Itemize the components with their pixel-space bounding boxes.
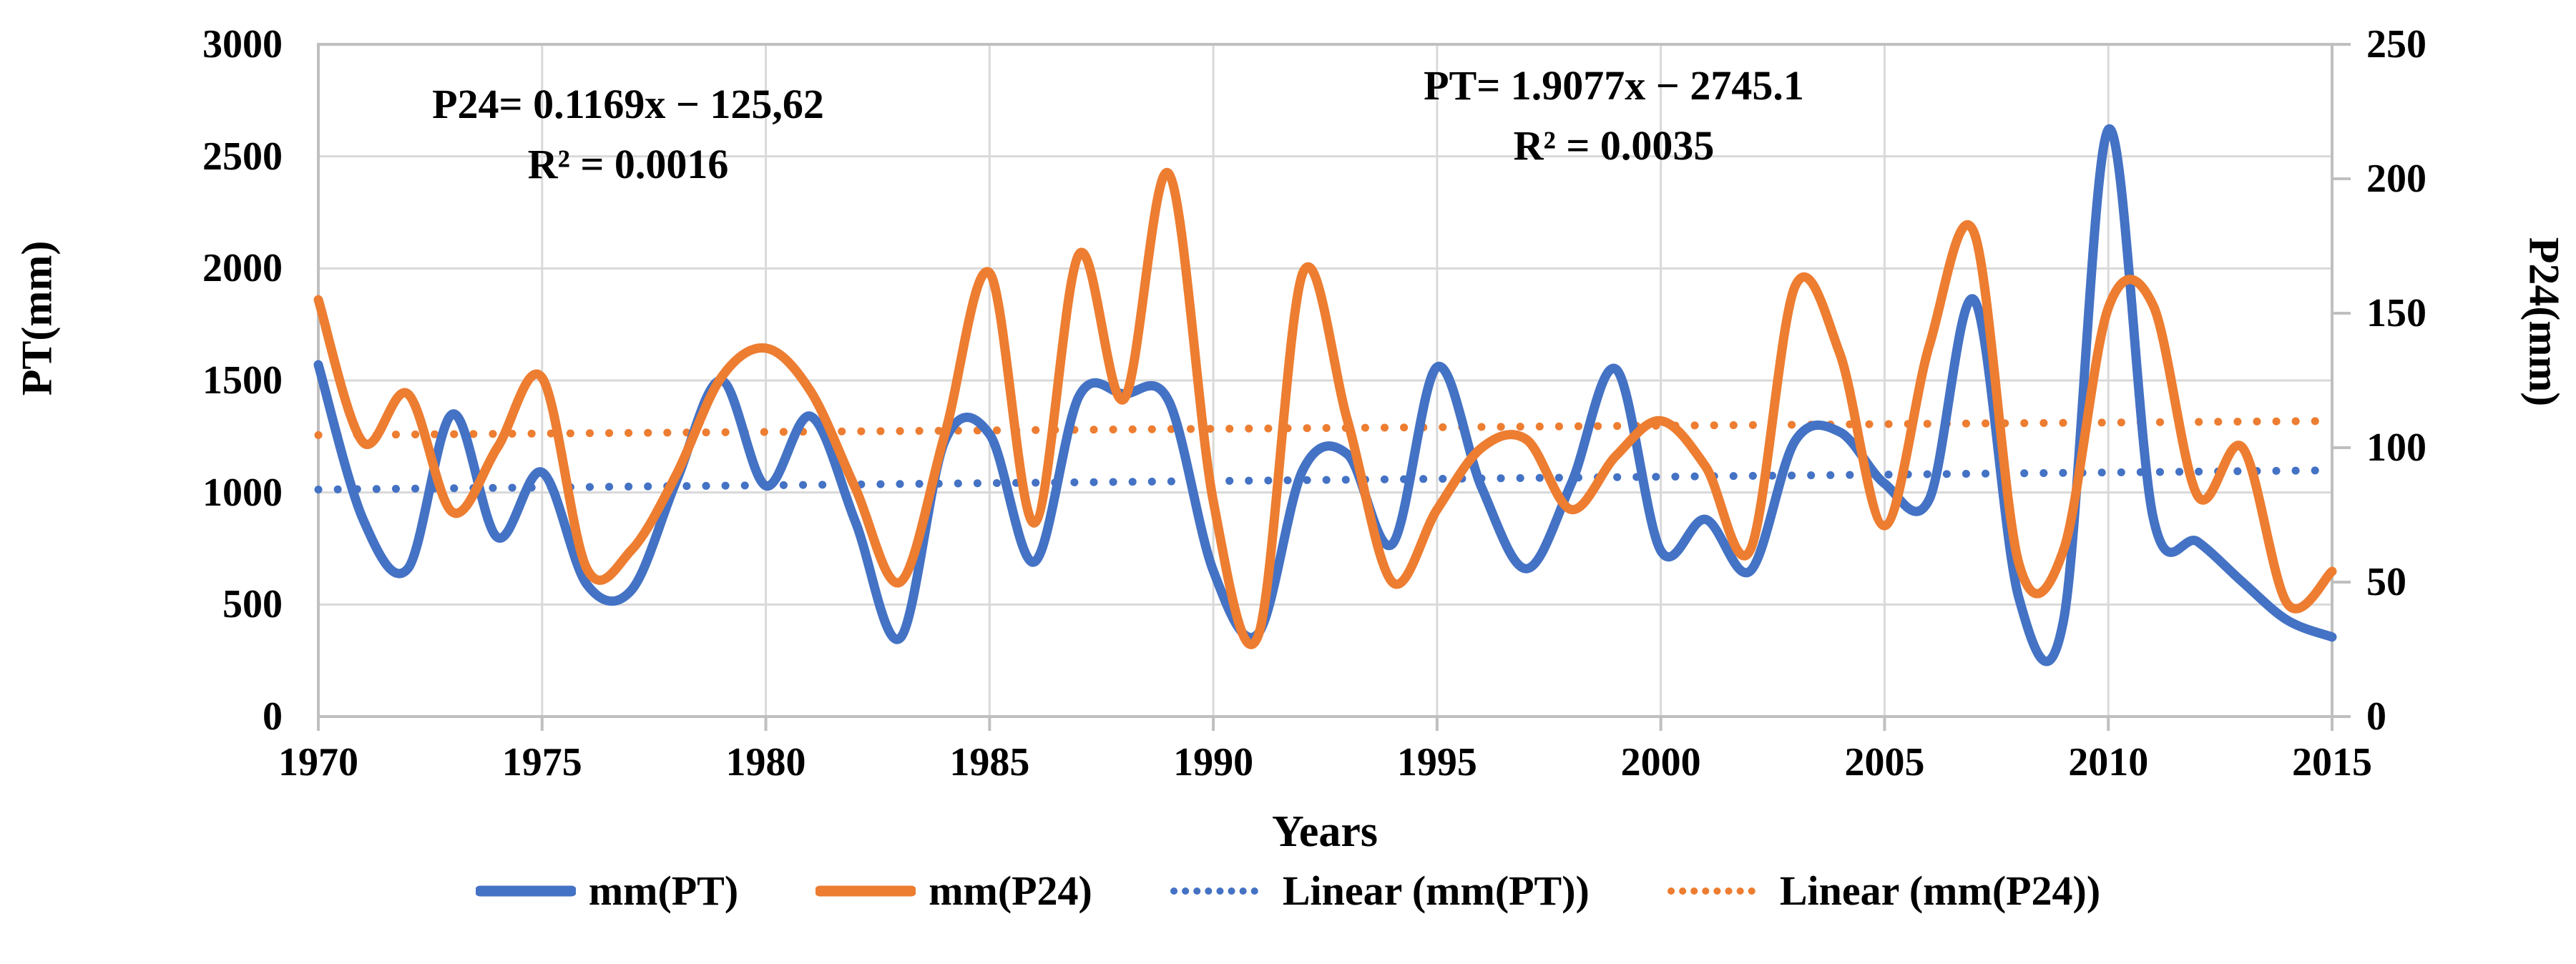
x-axis-tick: 2010 (2068, 740, 2149, 785)
x-axis-title: Years (1271, 807, 1378, 856)
trendline-Linear (mm(PT)) (314, 466, 2336, 494)
y-axis-tick-left: 0 (263, 694, 283, 739)
r-squared-text: R² = 0.0035 (1513, 122, 1715, 169)
x-axis-tick: 2015 (2292, 740, 2372, 785)
y-axis-tick-left: 3000 (202, 22, 283, 67)
x-axis-tick: 1990 (1173, 740, 1254, 785)
y-axis-tick-right: 0 (2366, 694, 2386, 739)
legend-label: mm(PT) (588, 867, 739, 914)
y-axis-tick-right: 200 (2366, 157, 2426, 201)
y-axis-tick-left: 2500 (202, 134, 283, 179)
y-axis-tick-left: 1000 (202, 470, 283, 515)
legend-item-mm-pt: mm(PT) (475, 867, 739, 915)
x-axis-tick: 1970 (278, 740, 358, 785)
trendline-equation-p24: P24= 0.1169x − 125,62 R² = 0.0016 (432, 74, 824, 195)
y-axis-tick-left: 500 (222, 582, 283, 627)
trendline-equation-pt: PT= 1.9077x − 2745.1 R² = 0.0035 (1424, 56, 1804, 176)
y-axis-tick-left: 2000 (202, 246, 283, 291)
legend-item-mm-p24: mm(P24) (816, 867, 1092, 915)
equation-text: PT= 1.9077x − 2745.1 (1424, 62, 1804, 109)
legend-line-solid-blue-icon (475, 885, 576, 896)
r-squared-text: R² = 0.0016 (527, 141, 729, 187)
x-axis-tick: 1995 (1396, 740, 1477, 785)
y-axis-tick-right: 150 (2366, 291, 2426, 335)
legend-label: Linear (mm(P24)) (1779, 867, 2101, 914)
x-axis-tick: 1975 (501, 740, 582, 785)
legend-label: Linear (mm(PT)) (1282, 867, 1590, 914)
series-line-mm(P24) (313, 167, 2337, 649)
y-axis-tick-right: 100 (2366, 426, 2426, 470)
legend-line-solid-orange-icon (816, 885, 916, 896)
x-axis-tick: 2005 (1844, 740, 1925, 785)
y-axis-tick-right: 250 (2366, 22, 2426, 67)
legend-item-linear-mm-p24: Linear (mm(P24)) (1667, 867, 2100, 915)
legend-item-linear-mm-pt: Linear (mm(PT)) (1170, 867, 1590, 915)
x-axis-tick: 1980 (725, 740, 806, 785)
y-axis-tick-left: 1500 (202, 358, 283, 403)
x-axis-tick: 2000 (1620, 740, 1701, 785)
legend-line-dotted-blue-icon (1170, 887, 1269, 895)
legend-line-dotted-orange-icon (1667, 887, 1766, 895)
legend-label: mm(P24) (929, 867, 1092, 914)
equation-text: P24= 0.1169x − 125,62 (432, 81, 824, 127)
right-axis-title: P24(mm) (2520, 237, 2568, 407)
x-axis-tick: 1985 (949, 740, 1030, 785)
trendline-Linear (mm(P24)) (314, 417, 2336, 439)
legend: mm(PT) mm(P24) Linear (mm(PT)) Linear (m… (0, 867, 2576, 915)
y-axis-tick-right: 50 (2366, 560, 2406, 604)
